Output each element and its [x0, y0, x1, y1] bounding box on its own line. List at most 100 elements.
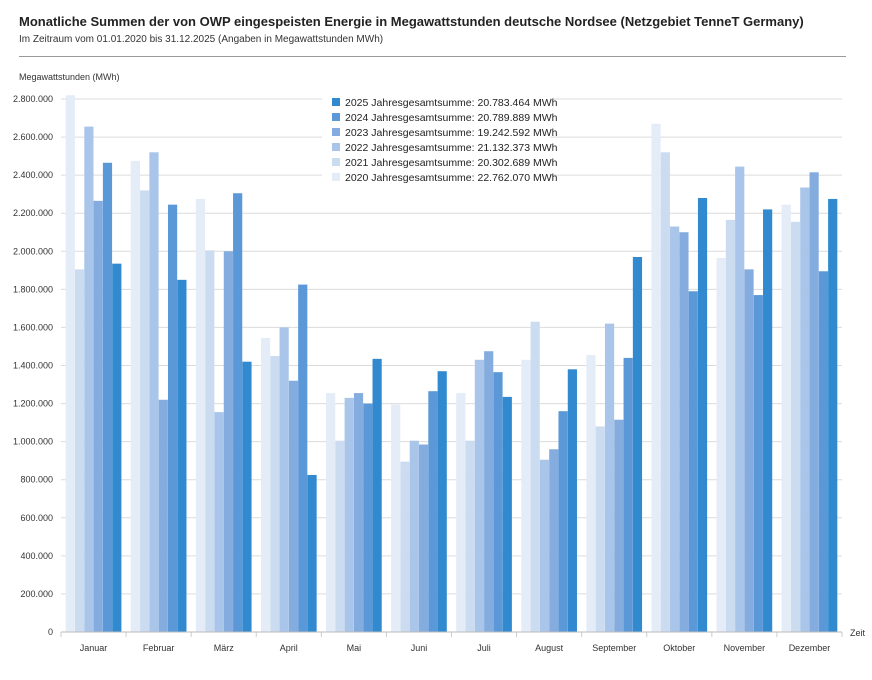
- bar-2021-dezember: [790, 221, 801, 633]
- y-tick-label: 1.000.000: [13, 437, 53, 447]
- y-tick-label: 200.000: [20, 589, 53, 599]
- legend-swatch: [332, 113, 340, 121]
- bar-2023-november: [744, 269, 754, 632]
- header-divider: [19, 56, 846, 57]
- y-tick-label: 1.400.000: [13, 361, 53, 371]
- bar-2024-september: [623, 357, 633, 632]
- bar-2021-mai: [335, 440, 345, 632]
- bar-2022-august: [539, 459, 550, 632]
- x-tick-label: August: [535, 643, 564, 653]
- y-tick-label: 2.400.000: [13, 170, 53, 180]
- legend-swatch: [332, 128, 340, 136]
- bar-2021-juni: [400, 461, 410, 632]
- bar-2025-september: [632, 256, 643, 632]
- y-tick-label: 800.000: [20, 475, 53, 485]
- bar-2021-november: [725, 219, 736, 633]
- bar-2020-mai: [326, 393, 336, 632]
- legend-item-2020: 2020 Jahresgesamtsumme: 22.762.070 MWh: [345, 172, 558, 184]
- x-tick-label: Oktober: [663, 643, 695, 653]
- bar-2021-september: [595, 426, 605, 632]
- chart-title: Monatliche Summen der von OWP eingespeis…: [19, 14, 804, 29]
- x-tick-label: Mai: [347, 643, 362, 653]
- bar-2023-mai: [353, 393, 364, 632]
- bar-2025-april: [307, 474, 317, 632]
- x-tick-label: Februar: [143, 643, 175, 653]
- bar-2023-april: [288, 380, 299, 632]
- y-tick-label: 1.200.000: [13, 399, 53, 409]
- axes: 0 200.000 400.000 600.000 800.000 1.000.000 1.…: [13, 94, 843, 653]
- bar-2021-april: [270, 355, 280, 632]
- bar-2022-mai: [344, 397, 354, 632]
- bar-2022-juli: [474, 359, 484, 632]
- bar-2025-mai: [372, 358, 382, 632]
- legend-background: [322, 92, 550, 188]
- bar-2024-dezember: [818, 271, 829, 632]
- bar-2021-oktober: [660, 152, 670, 633]
- bar-2025-november: [763, 209, 773, 632]
- bar-2022-juni: [409, 440, 419, 632]
- y-axis-label: Megawattstunden (MWh): [19, 72, 120, 82]
- x-tick-label: Juli: [477, 643, 491, 653]
- y-tick-label: 2.000.000: [13, 246, 53, 256]
- bar-2023-januar: [93, 200, 103, 632]
- legend: 2025 Jahresgesamtsumme: 20.783.464 MWh 20…: [322, 92, 558, 188]
- bar-2020-januar: [65, 95, 75, 632]
- bar-2024-märz: [233, 193, 243, 632]
- x-tick-label: Dezember: [789, 643, 831, 653]
- bar-2025-august: [567, 369, 577, 632]
- y-tick-label: 0: [48, 627, 53, 637]
- bar-2022-januar: [84, 126, 94, 633]
- bar-2024-oktober: [688, 291, 698, 632]
- bar-2020-september: [586, 355, 596, 632]
- bar-2025-märz: [242, 361, 252, 632]
- legend-swatch: [332, 98, 340, 106]
- bar-2023-märz: [223, 251, 233, 633]
- bar-2023-oktober: [679, 232, 689, 632]
- bar-2025-januar: [112, 263, 122, 632]
- bar-2020-märz: [195, 198, 206, 632]
- bar-2024-februar: [167, 204, 178, 633]
- y-tick-label: 1.600.000: [13, 322, 53, 332]
- bar-2021-märz: [205, 250, 215, 632]
- bar-2022-märz: [214, 412, 224, 632]
- bar-2023-dezember: [809, 172, 819, 632]
- bar-2021-august: [530, 321, 540, 632]
- bar-2022-september: [604, 323, 615, 632]
- bar-2024-juli: [493, 372, 503, 632]
- x-tick-label: November: [724, 643, 766, 653]
- legend-item-2022: 2022 Jahresgesamtsumme: 21.132.373 MWh: [345, 142, 558, 154]
- bar-2023-juli: [484, 351, 494, 632]
- x-tick-label: Januar: [80, 643, 108, 653]
- bar-2021-juli: [465, 440, 475, 632]
- y-tick-label: 2.800.000: [13, 94, 53, 104]
- bar-2020-juni: [391, 404, 401, 632]
- x-tick-label: April: [280, 643, 298, 653]
- bar-2022-dezember: [800, 187, 810, 633]
- bar-2022-oktober: [670, 226, 680, 632]
- bar-2020-oktober: [651, 123, 661, 632]
- y-tick-label: 2.200.000: [13, 208, 53, 218]
- legend-item-2021: 2021 Jahresgesamtsumme: 20.302.689 MWh: [345, 157, 558, 169]
- x-tick-label: März: [214, 643, 234, 653]
- legend-swatch: [332, 173, 340, 181]
- bar-2022-april: [279, 327, 289, 632]
- bar-2024-april: [298, 284, 308, 632]
- bar-2022-februar: [149, 152, 159, 633]
- bar-2025-oktober: [697, 197, 708, 632]
- bar-2024-juni: [428, 391, 438, 632]
- x-axis-label: Zeit: [850, 628, 866, 638]
- legend-item-2024: 2024 Jahresgesamtsumme: 20.789.889 MWh: [345, 112, 558, 124]
- x-tick-label: Juni: [411, 643, 428, 653]
- bar-2023-juni: [419, 444, 429, 632]
- bar-2023-august: [549, 449, 559, 632]
- legend-item-2025: 2025 Jahresgesamtsumme: 20.783.464 MWh: [345, 97, 558, 109]
- y-tick-label: 600.000: [20, 513, 53, 523]
- y-tick-label: 1.800.000: [13, 284, 53, 294]
- bar-2020-februar: [130, 160, 140, 632]
- bar-2022-november: [735, 166, 745, 632]
- y-tick-label: 400.000: [20, 551, 53, 561]
- bar-2024-januar: [102, 162, 113, 632]
- bar-2025-juli: [502, 396, 512, 632]
- bar-2020-august: [521, 359, 531, 632]
